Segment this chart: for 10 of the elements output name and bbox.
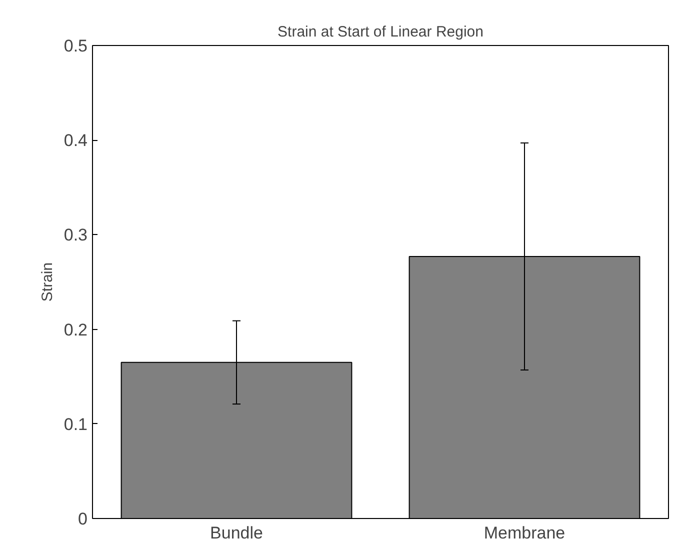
y-tick-label: 0.3 xyxy=(64,226,88,245)
y-tick-label: 0.2 xyxy=(64,320,88,340)
chart-title: Strain at Start of Linear Region xyxy=(278,24,484,40)
y-tick-label: 0.5 xyxy=(64,36,88,56)
y-tick-label: 0.1 xyxy=(64,414,88,434)
y-tick-label: 0 xyxy=(78,510,88,528)
x-tick-label: Bundle xyxy=(210,524,263,542)
y-tick-label: 0.4 xyxy=(64,131,88,150)
x-tick-label: Membrane xyxy=(484,524,566,542)
y-axis-title: Strain xyxy=(38,262,56,302)
